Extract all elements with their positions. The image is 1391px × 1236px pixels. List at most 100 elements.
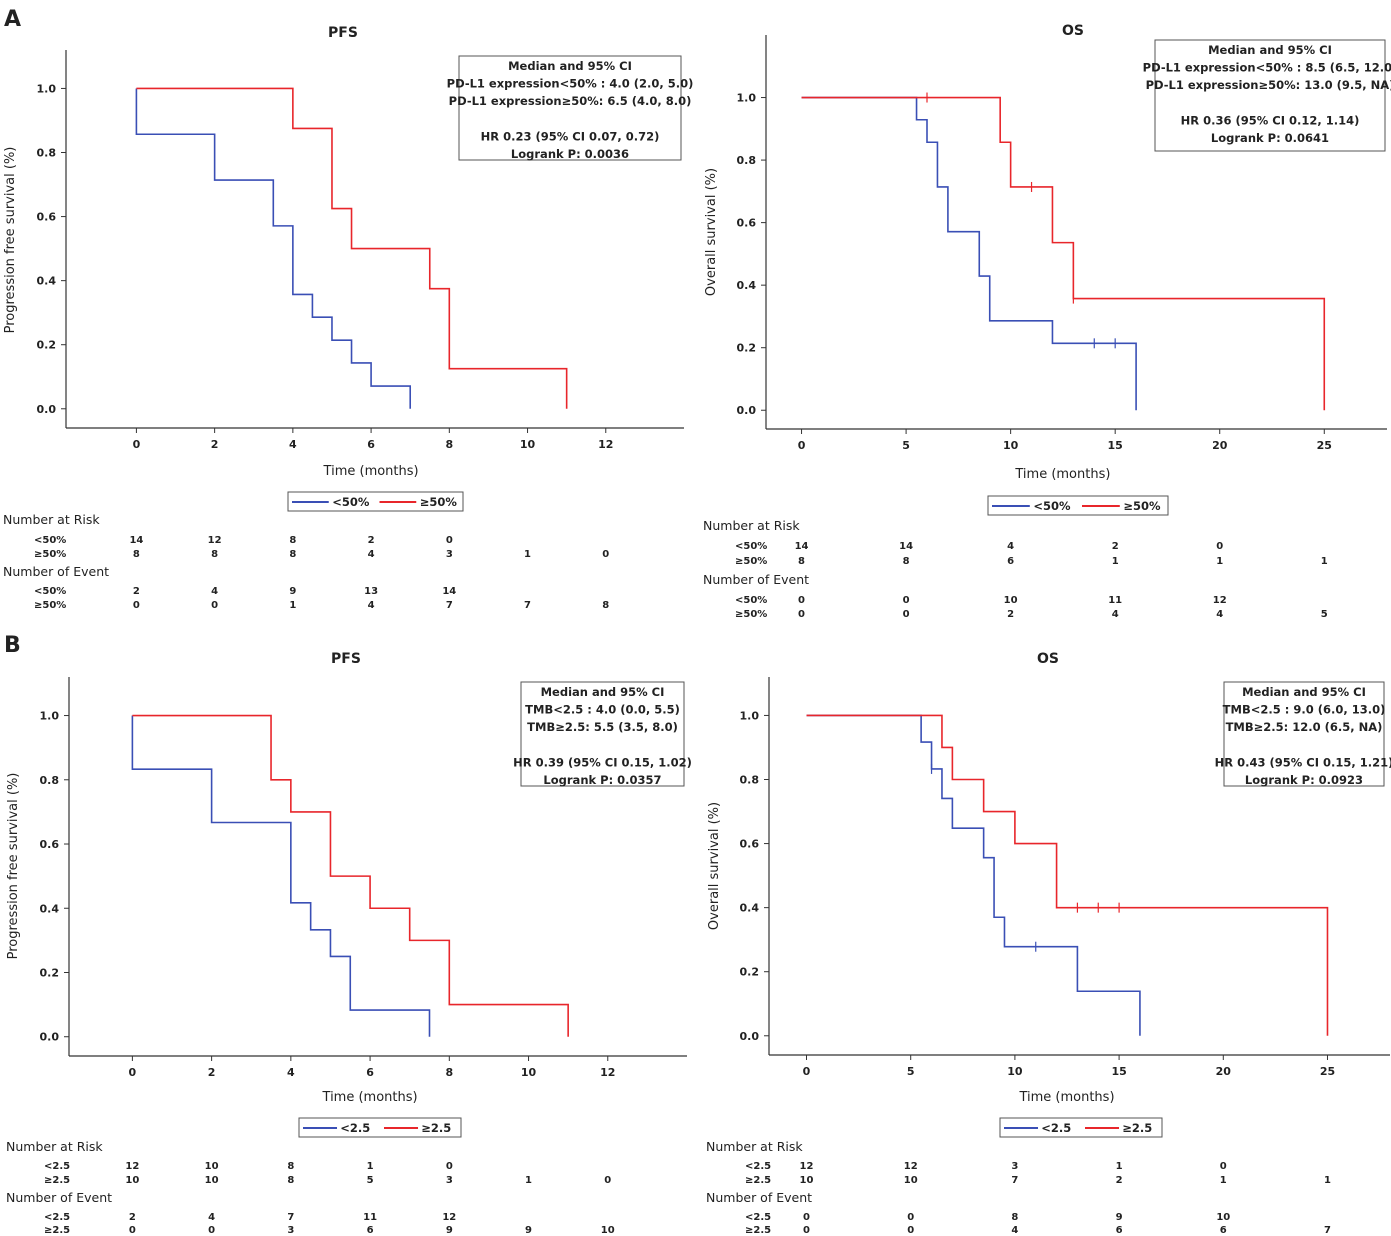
km-curve-high xyxy=(136,87,568,409)
risk-value: 2 xyxy=(1007,609,1014,620)
risk-group-label: <2.5 xyxy=(44,1212,70,1223)
x-tick-label: 8 xyxy=(445,438,453,451)
risk-value: 10 xyxy=(800,1175,814,1186)
legend-label: ≥2.5 xyxy=(1122,1121,1152,1135)
x-tick-label: 20 xyxy=(1216,1065,1232,1078)
risk-value: 0 xyxy=(798,609,805,620)
risk-value: 2 xyxy=(368,535,375,546)
risk-value: 8 xyxy=(903,556,910,567)
risk-value: 7 xyxy=(524,600,531,611)
y-tick-label: 0.4 xyxy=(40,902,60,915)
risk-value: 14 xyxy=(899,541,913,552)
risk-value: 0 xyxy=(803,1225,810,1236)
y-tick-label: 1.0 xyxy=(40,710,60,723)
median-ci-line: PD-L1 expression<50% : 8.5 (6.5, 12.0) xyxy=(1143,61,1391,75)
risk-value: 4 xyxy=(1216,609,1223,620)
risk-group-label: ≥50% xyxy=(735,609,767,620)
risk-value: 6 xyxy=(1007,556,1014,567)
risk-value: 1 xyxy=(525,1175,532,1186)
risk-value: 8 xyxy=(211,549,218,560)
risk-value: 12 xyxy=(800,1161,814,1172)
y-tick-label: 0.4 xyxy=(740,902,760,915)
risk-value: 0 xyxy=(903,609,910,620)
risk-value: 9 xyxy=(289,586,296,597)
km-curve-high xyxy=(801,96,1326,411)
x-tick-label: 0 xyxy=(803,1065,811,1078)
risk-value: 10 xyxy=(125,1175,139,1186)
risk-value: 13 xyxy=(364,586,378,597)
risk-value: 1 xyxy=(1321,556,1328,567)
risk-value: 2 xyxy=(129,1212,136,1223)
risk-value: 1 xyxy=(1220,1175,1227,1186)
median-ci-line: HR 0.36 (95% CI 0.12, 1.14) xyxy=(1181,113,1360,127)
y-tick-label: 1.0 xyxy=(740,709,760,722)
x-tick-label: 12 xyxy=(600,1066,615,1079)
risk-group-label: <50% xyxy=(735,595,767,606)
median-ci-line: Median and 95% CI xyxy=(1242,685,1366,699)
risk-value: 8 xyxy=(133,549,140,560)
x-axis-label: Time (months) xyxy=(323,464,419,479)
risk-value: 1 xyxy=(1112,556,1119,567)
risk-group-label: <2.5 xyxy=(745,1212,771,1223)
y-axis-label: Progression free survival (%) xyxy=(6,773,21,960)
risk-value: 0 xyxy=(1220,1161,1227,1172)
risk-value: 3 xyxy=(446,1175,453,1186)
risk-value: 4 xyxy=(1007,541,1014,552)
x-tick-label: 2 xyxy=(211,438,219,451)
risk-value: 2 xyxy=(133,586,140,597)
risk-value: 0 xyxy=(1216,541,1223,552)
risk-value: 4 xyxy=(368,549,375,560)
risk-value: 12 xyxy=(442,1212,456,1223)
median-ci-line: Median and 95% CI xyxy=(541,685,665,699)
risk-value: 8 xyxy=(287,1175,294,1186)
risk-value: 0 xyxy=(798,595,805,606)
risk-value: 0 xyxy=(446,1161,453,1172)
risk-value: 10 xyxy=(601,1225,615,1236)
risk-value: 4 xyxy=(208,1212,215,1223)
risk-value: 8 xyxy=(287,1161,294,1172)
risk-value: 10 xyxy=(205,1161,219,1172)
risk-value: 0 xyxy=(602,549,609,560)
median-ci-line: Logrank P: 0.0641 xyxy=(1211,131,1329,145)
median-ci-line: Logrank P: 0.0923 xyxy=(1245,773,1363,787)
risk-value: 0 xyxy=(803,1212,810,1223)
legend-box xyxy=(999,1117,1163,1138)
risk-value: 0 xyxy=(446,535,453,546)
risk-value: 0 xyxy=(211,600,218,611)
risk-value: 1 xyxy=(1116,1161,1123,1172)
x-axis-label: Time (months) xyxy=(1014,467,1110,482)
risk-table-title: Number at Risk xyxy=(703,518,800,533)
risk-value: 1 xyxy=(1324,1175,1331,1186)
x-axis-label: Time (months) xyxy=(322,1090,418,1105)
risk-table-title: Number at Risk xyxy=(706,1139,803,1154)
median-ci-line: Median and 95% CI xyxy=(1208,43,1332,57)
event-table-title: Number of Event xyxy=(6,1190,112,1205)
median-ci-line: TMB≥2.5: 12.0 (6.5, NA) xyxy=(1226,720,1383,734)
median-ci-line: Logrank P: 0.0036 xyxy=(511,147,629,161)
risk-group-label: <50% xyxy=(735,541,767,552)
median-ci-line: TMB<2.5 : 9.0 (6.0, 13.0) xyxy=(1223,703,1386,717)
risk-value: 8 xyxy=(798,556,805,567)
risk-value: 9 xyxy=(446,1225,453,1236)
risk-value: 0 xyxy=(133,600,140,611)
median-ci-box xyxy=(458,55,682,161)
median-ci-line: TMB<2.5 : 4.0 (0.0, 5.5) xyxy=(525,703,680,717)
risk-value: 6 xyxy=(367,1225,374,1236)
legend-box xyxy=(987,495,1169,516)
y-tick-label: 0.4 xyxy=(737,279,757,292)
median-ci-box xyxy=(1154,39,1386,152)
legend-box xyxy=(298,1117,462,1138)
risk-value: 11 xyxy=(1108,595,1122,606)
median-ci-box xyxy=(520,681,685,787)
median-ci-line: PD-L1 expression<50% : 4.0 (2.0, 5.0) xyxy=(447,77,694,91)
x-tick-label: 20 xyxy=(1212,439,1228,452)
risk-group-label: ≥50% xyxy=(735,556,767,567)
x-tick-label: 0 xyxy=(129,1066,137,1079)
chart-title: PFS xyxy=(328,25,358,41)
y-tick-label: 0.8 xyxy=(737,154,757,167)
risk-value: 3 xyxy=(287,1225,294,1236)
risk-value: 10 xyxy=(205,1175,219,1186)
risk-value: 0 xyxy=(129,1225,136,1236)
